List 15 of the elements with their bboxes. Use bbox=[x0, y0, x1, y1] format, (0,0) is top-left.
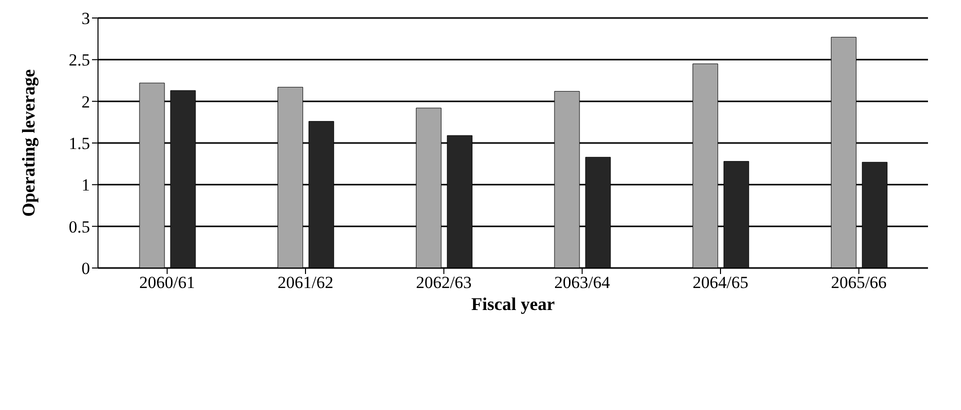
x-tick-label: 2063/64 bbox=[554, 273, 611, 292]
y-tick-label: 2 bbox=[82, 92, 90, 112]
y-axis-title: Operating leverage bbox=[18, 69, 38, 217]
y-tick-label: 0.5 bbox=[68, 217, 90, 236]
y-tick-label: 3 bbox=[82, 9, 90, 28]
x-tick-label: 2064/65 bbox=[692, 273, 748, 292]
x-tick-label: 2065/66 bbox=[830, 273, 887, 292]
x-tick-label: 2060/61 bbox=[139, 273, 196, 292]
y-tick-label: 1.5 bbox=[68, 134, 90, 154]
y-tick-label: 0 bbox=[82, 259, 90, 278]
x-axis-title: Fiscal year bbox=[471, 294, 555, 314]
y-tick-label: 1 bbox=[82, 176, 90, 195]
x-tick-label: 2061/62 bbox=[278, 273, 334, 292]
y-tick-label: 2.5 bbox=[68, 50, 90, 70]
x-tick-label: 2062/63 bbox=[416, 273, 472, 292]
